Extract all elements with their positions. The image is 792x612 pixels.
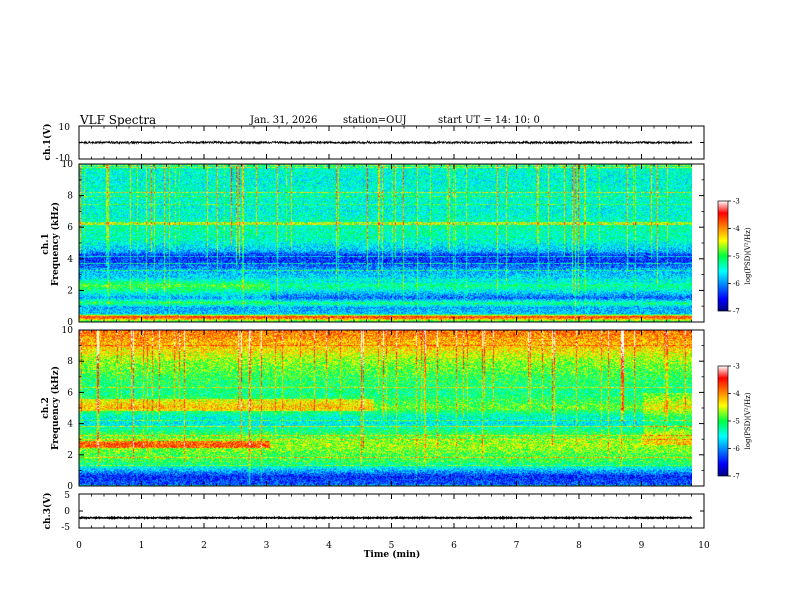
date-label: Jan. 31, 2026: [249, 115, 317, 126]
ch1-waveform-ylabel: ch.1(V): [42, 124, 53, 161]
ch1-spectrogram-ytick-label: 6: [67, 223, 73, 233]
time-tick-label: 3: [264, 541, 270, 551]
ch2-spectrogram-colorbar-tick-label: -3: [733, 363, 740, 371]
ch3-waveform-line: [78, 515, 693, 521]
ch2-frequency-tick-labels: 0 2 4 6 8 10: [62, 326, 74, 492]
ch3-ytick-bottom: -5: [61, 523, 70, 533]
ch1-frequency-axis-label: Frequency (kHz): [50, 202, 61, 286]
ch1-spectrogram-colorbar-tick-label: -4: [733, 225, 740, 233]
ch1-colorbar-ticks: -3 -4 -5 -6 -7: [728, 198, 740, 316]
ch3-waveform-trace: [78, 515, 693, 521]
ch1-spectrogram-ytick-label: 4: [67, 255, 73, 265]
time-tick-label: 8: [576, 541, 582, 551]
time-tick-label: 2: [201, 541, 207, 551]
time-tick-label: 10: [698, 541, 710, 551]
ch2-spectrogram-ytick-label: 4: [67, 420, 73, 430]
ch1-spectrogram-colorbar-tick-label: -7: [733, 308, 740, 316]
ch2-spectrogram-canvas: [79, 330, 692, 486]
ch2-colorbar-label: log(PSD)(V²/Hz): [744, 392, 752, 449]
time-tick-label: 9: [639, 541, 645, 551]
ch3-ytick-top: 5: [64, 491, 70, 501]
ch1-waveform-panel: 10 -10 ch.1(V): [42, 123, 705, 164]
ch1-frequency-tick-labels: 0 2 4 6 8 10: [62, 160, 74, 328]
ch2-spectrogram-colorbar-tick-label: -6: [733, 445, 740, 453]
ch2-spectrogram-channel-label: ch.2: [41, 397, 51, 418]
ch1-colorbar: [717, 200, 729, 312]
ch1-waveform-line: [78, 140, 693, 146]
ch1-ytick-bottom: -10: [56, 154, 71, 164]
time-tick-label: 1: [139, 541, 145, 551]
ch3-waveform-ticks: [78, 493, 705, 529]
ch3-waveform-panel: 5 0 -5 ch.3(V): [42, 491, 705, 533]
ch2-spectrogram-colorbar-tick-label: -5: [733, 418, 740, 426]
time-tick-label: 5: [389, 541, 395, 551]
ch1-spectrogram-ticks: [78, 163, 705, 323]
station-label: station=OUJ: [343, 115, 407, 126]
ch2-spectrogram-ytick-label: 8: [67, 357, 73, 367]
ch3-waveform-ylabel: ch.3(V): [42, 493, 53, 530]
start-time-label: start UT = 14: 10: 0: [438, 115, 540, 126]
ch1-spectrogram-colorbar-tick-label: -5: [733, 253, 740, 261]
ch1-waveform-ticks: [78, 125, 705, 160]
ch1-spectrogram-ytick-label: 8: [67, 192, 73, 202]
ch2-spectrogram-ytick-label: 10: [62, 326, 74, 336]
ch2-spectrogram-ytick-label: 6: [67, 388, 73, 398]
ch1-spectrogram-ytick-label: 2: [67, 286, 73, 296]
ch3-ytick-middle: 0: [64, 507, 70, 517]
ch2-spectrogram-ytick-label: 2: [67, 451, 73, 461]
ch2-spectrogram-colorbar-tick-label: -7: [733, 473, 740, 481]
ch1-colorbar-label: log(PSD)(V²/Hz): [744, 227, 752, 284]
ch1-spectrogram-channel-label: ch.1: [41, 233, 51, 254]
ch2-spectrogram-image-container: [79, 330, 692, 486]
time-tick-label: 0: [76, 541, 82, 551]
ch1-waveform-trace: [78, 140, 693, 146]
time-tick-label: 7: [514, 541, 520, 551]
ch3-waveform-frame: [78, 493, 705, 529]
time-axis-tick-labels: 0 1 2 3 4 5 6 7 8 9 10: [76, 541, 710, 551]
ch1-ytick-top: 10: [59, 123, 71, 133]
time-axis-label: Time (min): [364, 549, 421, 560]
ch2-frequency-axis-label: Frequency (kHz): [50, 366, 61, 450]
ch2-colorbar: [717, 365, 729, 477]
ch2-spectrogram-ytick-label: 0: [67, 482, 73, 492]
ch2-colorbar-ticks: -3 -4 -5 -6 -7: [728, 363, 740, 481]
ch1-spectrogram-canvas: [79, 164, 692, 322]
ch1-spectrogram-colorbar-tick-label: -3: [733, 198, 740, 206]
time-tick-label: 6: [451, 541, 457, 551]
ch1-spectrogram-ytick-label: 10: [62, 160, 74, 170]
time-tick-label: 4: [326, 541, 332, 551]
ch1-spectrogram-image-container: [79, 164, 692, 322]
figure-title: VLF Spectra: [79, 113, 156, 127]
ch2-spectrogram-ticks: [78, 329, 705, 487]
ch1-spectrogram-colorbar-tick-label: -6: [733, 280, 740, 288]
ch2-spectrogram-colorbar-tick-label: -4: [733, 390, 740, 398]
ch1-spectrogram-ytick-label: 0: [67, 318, 73, 328]
